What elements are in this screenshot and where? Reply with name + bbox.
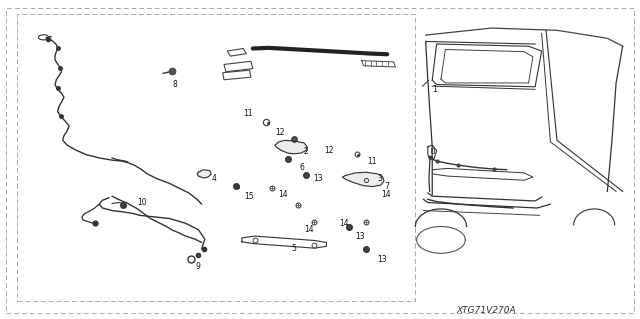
Text: 1: 1 <box>432 85 436 94</box>
Text: 11: 11 <box>243 109 253 118</box>
Text: 12: 12 <box>275 128 285 137</box>
Text: 6: 6 <box>300 163 305 172</box>
Text: 14: 14 <box>278 190 288 199</box>
Text: 8: 8 <box>173 80 177 89</box>
Text: 12: 12 <box>324 146 334 155</box>
Polygon shape <box>342 172 384 187</box>
Text: 11: 11 <box>367 157 376 166</box>
Text: XTG71V270A: XTG71V270A <box>456 306 516 315</box>
Text: 4: 4 <box>211 174 216 183</box>
Text: 10: 10 <box>138 198 147 207</box>
Text: 14: 14 <box>304 225 314 234</box>
Text: 13: 13 <box>378 256 387 264</box>
Text: 14: 14 <box>339 219 349 228</box>
Polygon shape <box>275 140 307 154</box>
Text: 13: 13 <box>355 232 365 241</box>
Polygon shape <box>197 170 211 178</box>
Text: 15: 15 <box>244 192 254 201</box>
Text: 2: 2 <box>304 147 308 156</box>
Text: 7: 7 <box>384 182 389 191</box>
Text: 5: 5 <box>291 244 296 253</box>
Text: 9: 9 <box>195 262 200 271</box>
Text: 3: 3 <box>378 174 383 183</box>
Text: 14: 14 <box>381 190 390 199</box>
Text: 13: 13 <box>314 174 323 183</box>
